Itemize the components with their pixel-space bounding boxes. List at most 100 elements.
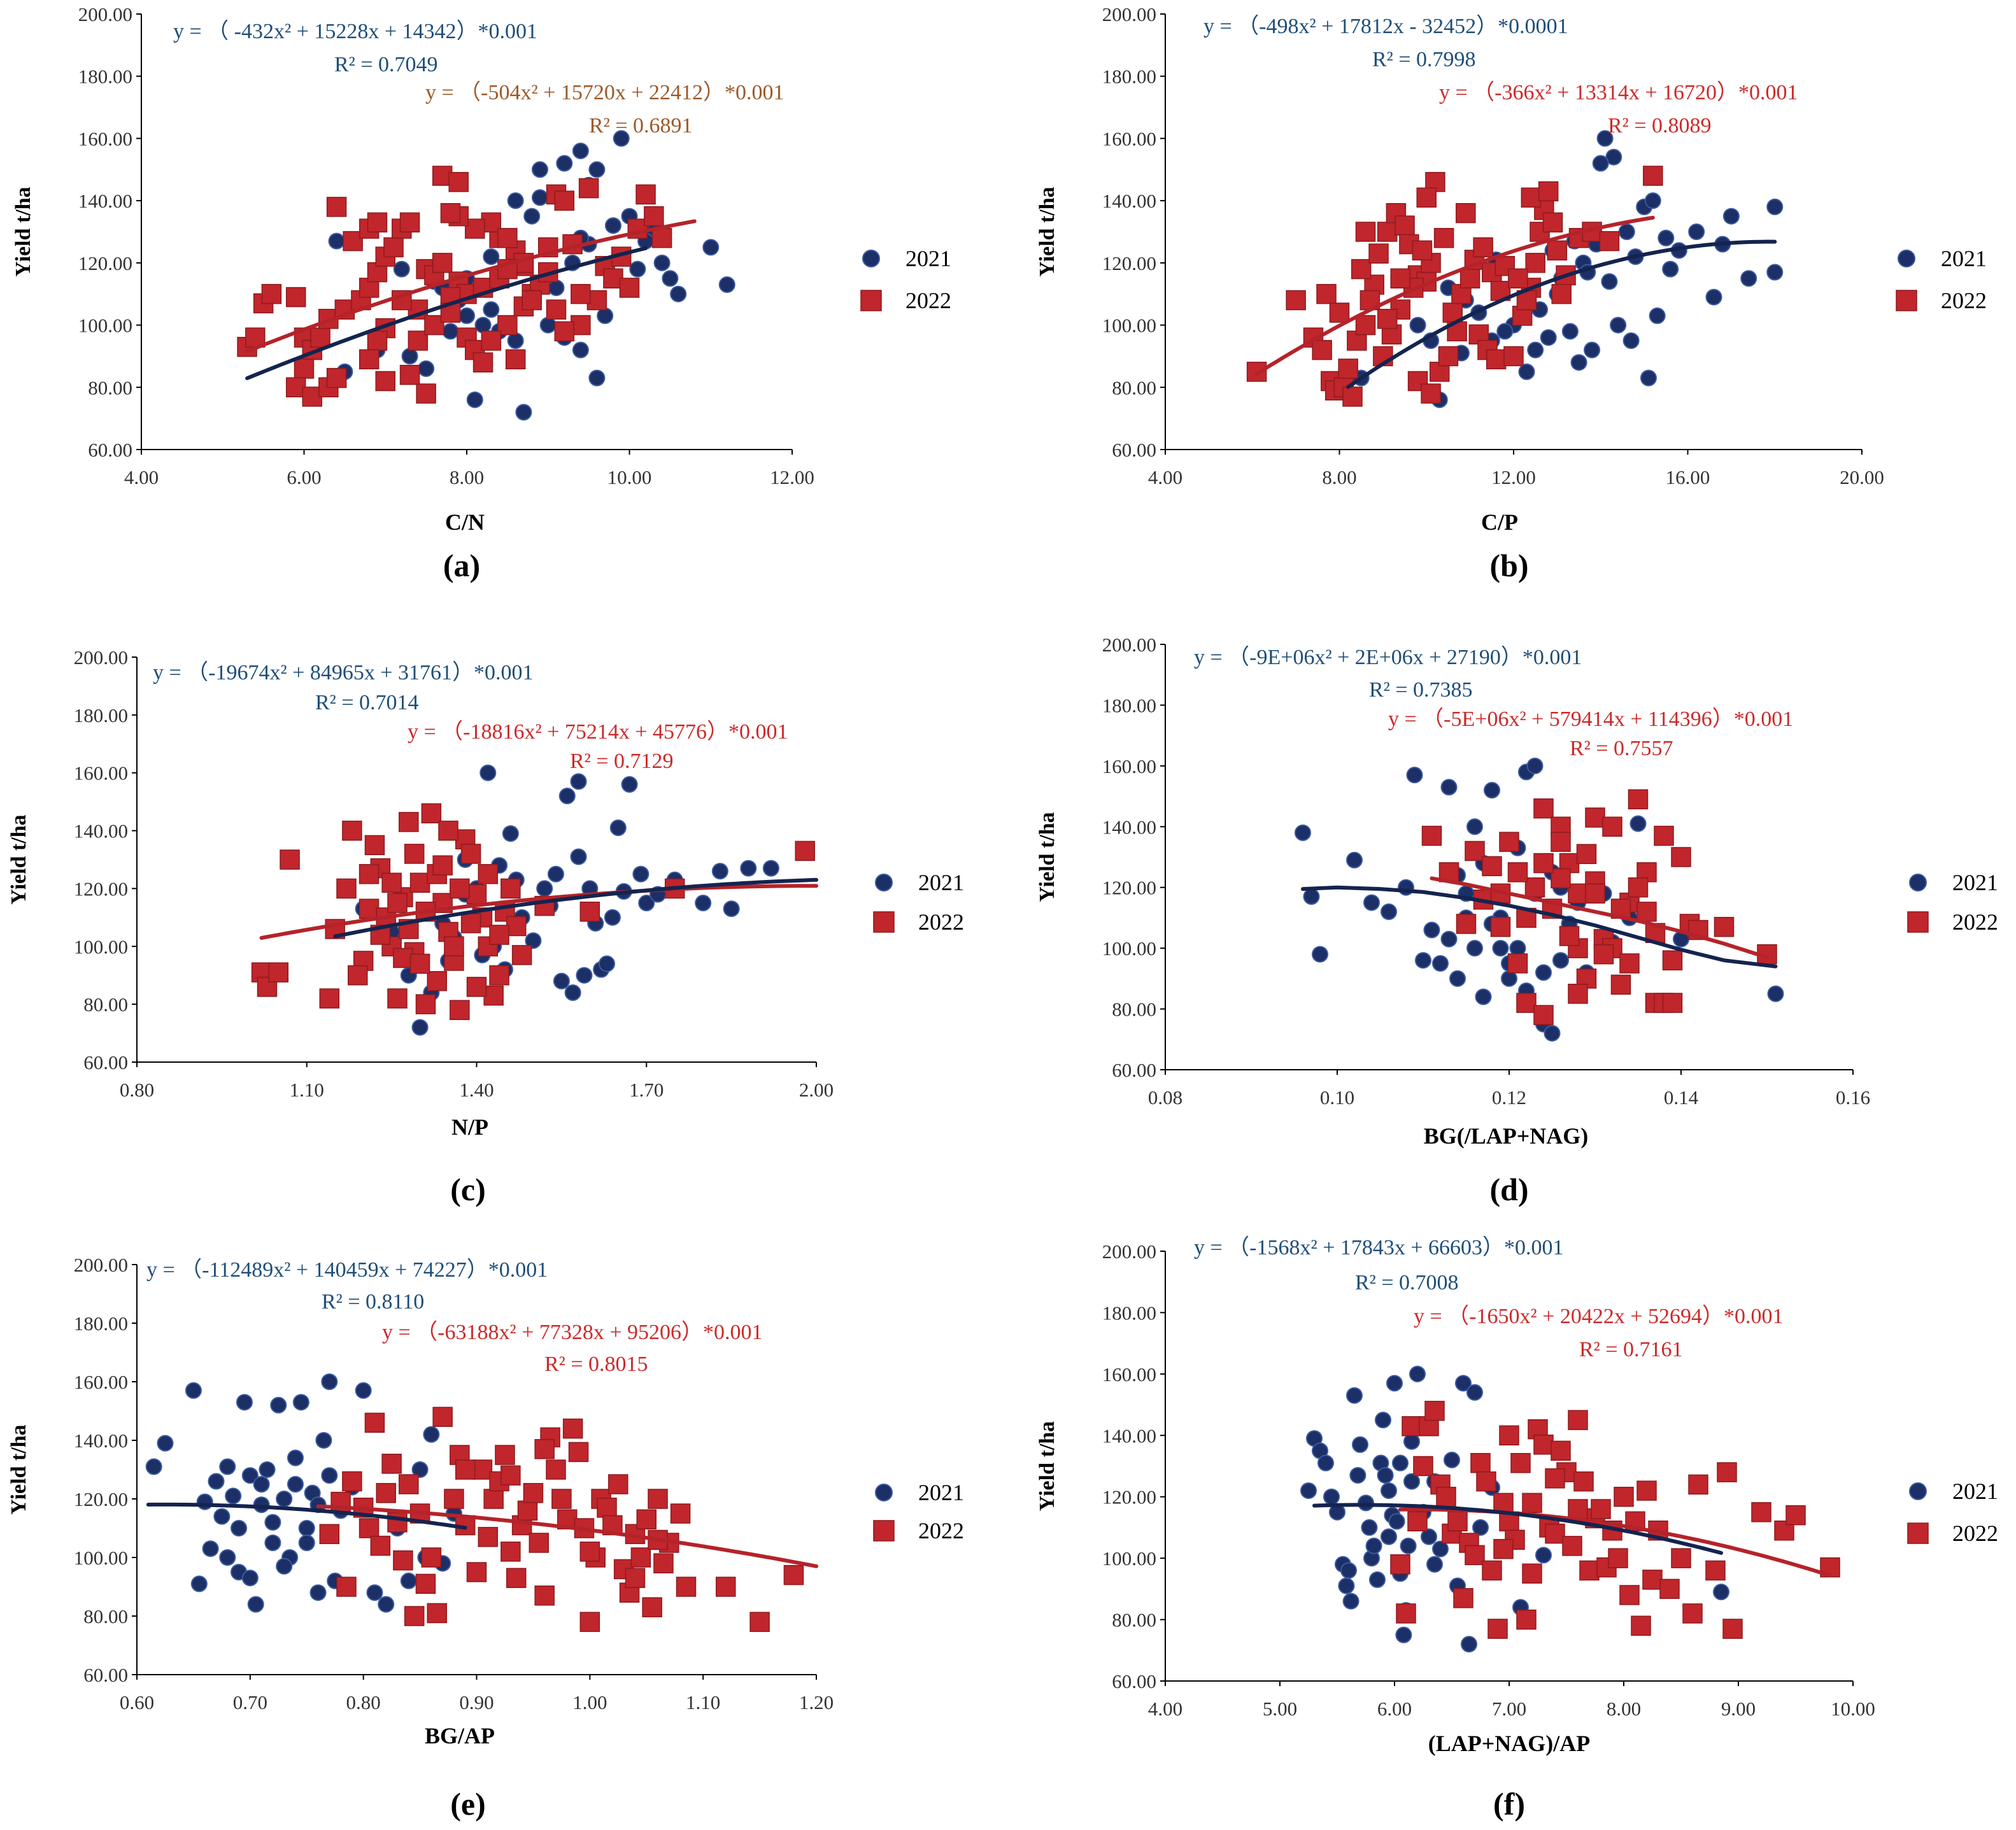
point-2022 — [1642, 1570, 1663, 1590]
point-2022 — [506, 1568, 527, 1588]
point-2021 — [1649, 307, 1666, 324]
fit-curve-2022 — [245, 219, 697, 353]
y-tick-label: 80.00 — [83, 993, 128, 1016]
point-2022 — [1610, 974, 1631, 995]
panel-f: 60.00 80.00 100.00 120.00 140.00 160.00 180.00… — [1035, 1235, 1998, 1822]
point-2022 — [1579, 1560, 1600, 1581]
point-2021 — [502, 825, 519, 842]
equation-2022: y = （-5E+06x² + 579414x + 114396）*0.001 — [1388, 707, 1793, 731]
point-2021 — [236, 1394, 253, 1411]
point-2021 — [1484, 782, 1500, 799]
x-tick-label: 8.00 — [1607, 1698, 1641, 1720]
point-2022 — [393, 947, 413, 968]
point-2021 — [1518, 363, 1535, 380]
y-axis-label: Yield t/ha — [7, 814, 31, 904]
point-2022 — [1470, 1452, 1491, 1473]
point-2021 — [1346, 1387, 1363, 1404]
point-2021 — [259, 1461, 276, 1478]
point-2022 — [489, 925, 509, 945]
point-2021 — [653, 254, 671, 271]
point-2022 — [1516, 993, 1537, 1013]
point-2022 — [1636, 902, 1657, 922]
point-2022 — [1593, 944, 1614, 965]
x-tick-label: 5.00 — [1263, 1698, 1297, 1720]
point-2022 — [348, 965, 368, 986]
point-2022 — [1568, 1410, 1588, 1430]
point-2021 — [556, 155, 573, 172]
point-2021 — [599, 955, 616, 972]
x-tick-label: 0.08 — [1148, 1086, 1182, 1109]
point-2022 — [319, 1524, 340, 1544]
y-axis-label: Yield t/ha — [7, 1424, 31, 1514]
point-2021 — [553, 972, 570, 989]
point-2021 — [507, 332, 524, 349]
legend-marker-2021 — [1909, 1482, 1927, 1500]
point-2021 — [219, 1458, 236, 1475]
y-axis-label: Yield t/ha — [1035, 187, 1059, 276]
point-2022 — [268, 962, 289, 982]
point-2022 — [1507, 953, 1528, 974]
y-tick-label: 120.00 — [74, 1488, 128, 1510]
y-tick-label: 120.00 — [78, 252, 132, 274]
x-tick-label: 0.70 — [233, 1691, 267, 1713]
point-2021 — [1409, 1365, 1426, 1382]
point-2022 — [554, 321, 575, 342]
point-2022 — [1424, 1400, 1445, 1421]
point-2022 — [495, 1445, 515, 1465]
point-2021 — [629, 260, 646, 278]
point-2022 — [636, 1509, 657, 1529]
equation-2022: y = （-366x² + 13314x + 16720）*0.001 — [1439, 80, 1798, 104]
equation-2021: y = （-1568x² + 17843x + 66603）*0.001 — [1194, 1235, 1564, 1259]
point-2022 — [1573, 1471, 1594, 1492]
point-2022 — [444, 1489, 464, 1509]
panel-label: (b) — [1489, 548, 1528, 583]
legend-label-2021: 2021 — [918, 1480, 964, 1505]
point-2022 — [1545, 1468, 1565, 1489]
equation-2021: y = （-112489x² + 140459x + 74227）*0.001 — [146, 1258, 548, 1282]
point-2021 — [1535, 1547, 1552, 1564]
equation-2022: y = （-1650x² + 20422x + 52694）*0.001 — [1414, 1304, 1784, 1328]
point-2021 — [1423, 921, 1440, 939]
point-2022 — [421, 803, 442, 824]
point-2021 — [1346, 851, 1363, 869]
point-2022 — [294, 358, 315, 379]
point-2021 — [253, 1476, 270, 1493]
point-2022 — [1416, 187, 1437, 208]
point-2021 — [632, 865, 650, 883]
r-squared-2021: R² = 0.7008 — [1355, 1271, 1459, 1294]
y-tick-label: 100.00 — [1102, 315, 1156, 337]
point-2022 — [375, 371, 395, 392]
point-2022 — [1508, 268, 1528, 289]
point-2021 — [145, 1458, 162, 1475]
point-2022 — [625, 1568, 646, 1588]
point-2021 — [604, 909, 621, 926]
point-2022 — [1524, 877, 1545, 898]
point-2021 — [241, 1467, 259, 1484]
x-tick-label: 12.00 — [770, 466, 814, 488]
y-tick-label: 60.00 — [88, 439, 132, 461]
point-2022 — [497, 228, 518, 248]
legend-label-2022: 2022 — [905, 288, 951, 313]
point-2021 — [355, 1382, 372, 1399]
point-2021 — [366, 1584, 383, 1601]
x-tick-label: 0.12 — [1492, 1086, 1526, 1109]
point-2022 — [1490, 916, 1511, 937]
point-2021 — [662, 270, 679, 287]
point-2021 — [609, 819, 627, 837]
point-2022 — [1643, 166, 1663, 186]
point-2022 — [1522, 1563, 1542, 1584]
point-2022 — [466, 1562, 487, 1582]
x-tick-label: 1.10 — [686, 1691, 720, 1713]
point-2022 — [1659, 1578, 1680, 1599]
x-tick-label: 1.00 — [572, 1691, 607, 1713]
y-tick-label: 120.00 — [1102, 1486, 1156, 1508]
point-2022 — [1717, 1462, 1737, 1482]
point-2021 — [378, 1596, 395, 1613]
series-2022 — [251, 803, 815, 1020]
point-2022 — [399, 812, 419, 832]
y-tick-label: 100.00 — [78, 315, 132, 337]
point-2022 — [1628, 789, 1649, 810]
y-tick-label: 60.00 — [83, 1051, 128, 1074]
point-2022 — [460, 913, 481, 933]
